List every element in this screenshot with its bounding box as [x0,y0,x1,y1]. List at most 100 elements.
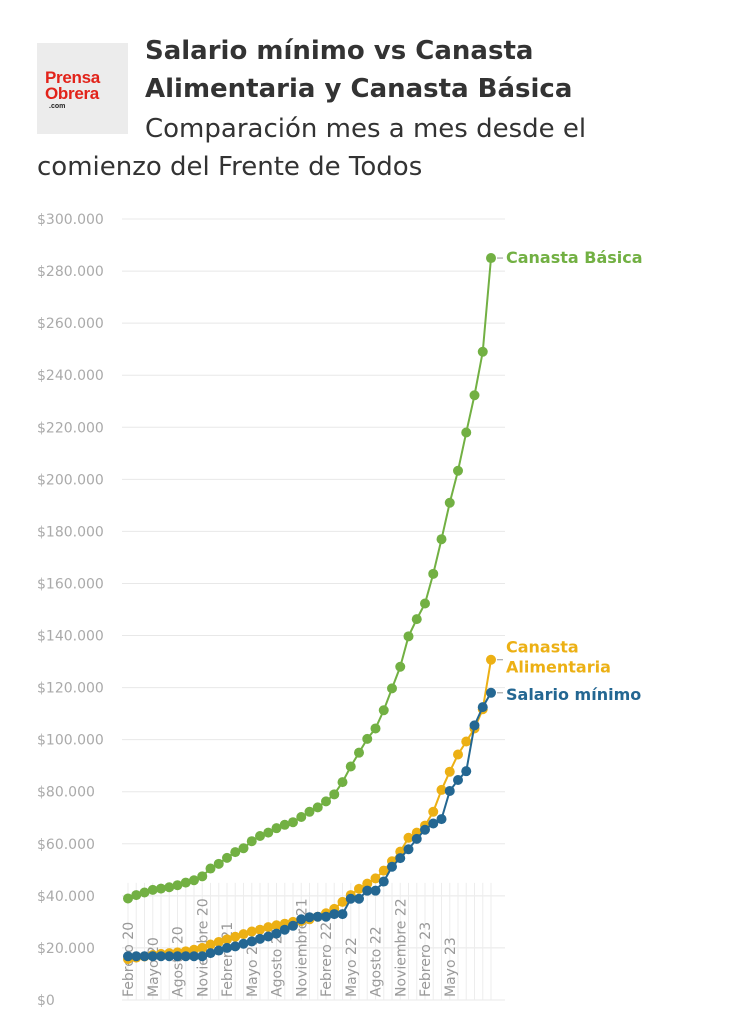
y-tick-label: $0 [37,993,55,1009]
x-tick-label: Mayo 23 [443,937,459,997]
data-point-salario-minimo [304,912,315,923]
y-tick-label: $60.000 [37,837,95,853]
data-point-canasta-basica [156,883,166,894]
data-point-canasta-basica [395,661,406,672]
data-point-canasta-basica [378,705,389,716]
data-point-salario-minimo [271,928,282,939]
x-tick-label: Febrero 22 [319,922,335,997]
data-point-canasta-basica [370,723,381,734]
data-point-salario-minimo [131,951,142,962]
data-point-salario-minimo [197,951,208,962]
data-point-canasta-basica [205,863,216,874]
series-label-canasta-basica: Canasta Básica [506,248,643,267]
data-point-canasta-basica [238,843,249,854]
data-point-canasta-basica [420,598,430,609]
data-point-canasta-basica [197,871,208,882]
x-tick-label: Febrero 23 [418,922,434,997]
y-tick-label: $80.000 [37,785,95,801]
data-point-salario-minimo [279,924,290,935]
data-point-canasta-alimentaria [354,883,364,894]
data-point-canasta-basica [279,819,290,830]
data-point-canasta-basica [461,427,472,438]
data-point-salario-minimo [222,942,232,953]
data-point-canasta-basica [213,858,224,869]
data-point-canasta-alimentaria [222,934,232,945]
chart-title: Salario mínimo vs Canasta Alimentaria y … [145,36,573,104]
data-point-salario-minimo [403,844,414,855]
data-point-salario-minimo [461,766,472,777]
y-tick-label: $160.000 [37,576,104,592]
data-point-canasta-basica [337,777,348,788]
data-point-canasta-alimentaria [238,929,249,940]
data-point-salario-minimo [213,945,224,956]
data-point-canasta-alimentaria [428,806,439,817]
series-label-salario-minimo: Salario mínimo [506,685,641,704]
data-point-canasta-basica [230,847,241,858]
data-point-canasta-basica [288,817,298,828]
data-point-canasta-basica [444,497,455,508]
data-point-salario-minimo [189,951,199,962]
data-point-canasta-basica [180,877,191,888]
data-point-salario-minimo [370,885,381,896]
data-point-canasta-basica [329,789,340,800]
data-point-salario-minimo [312,911,323,922]
data-point-canasta-basica [222,852,232,863]
data-point-salario-minimo [139,951,150,962]
data-point-canasta-alimentaria [444,766,455,777]
data-point-canasta-alimentaria [486,654,496,665]
data-point-salario-minimo [172,951,183,962]
x-gridlines [127,882,492,1000]
data-point-canasta-alimentaria [436,784,447,795]
data-point-salario-minimo [428,818,439,829]
data-point-canasta-alimentaria [205,939,216,950]
data-point-canasta-alimentaria [246,926,257,937]
data-point-salario-minimo [387,861,397,872]
data-point-canasta-basica [403,631,414,642]
y-tick-label: $120.000 [37,681,104,697]
y-tick-label: $40.000 [37,889,95,905]
data-point-canasta-alimentaria [230,931,241,942]
data-point-canasta-alimentaria [271,920,282,931]
data-point-canasta-basica [147,884,158,895]
data-point-canasta-basica [387,683,397,694]
data-point-canasta-alimentaria [453,749,463,760]
data-point-salario-minimo [123,951,133,962]
data-point-canasta-alimentaria [461,736,472,747]
data-point-canasta-basica [139,887,150,898]
data-point-canasta-alimentaria [362,878,373,889]
data-point-canasta-alimentaria [213,936,224,947]
data-point-salario-minimo [246,936,257,947]
y-axis-ticks: $0 $20.000 $40.000 $60.000 $80.000 $100.000 $1… [37,212,104,1009]
data-point-salario-minimo [321,911,331,922]
data-point-canasta-alimentaria [255,924,265,935]
data-point-salario-minimo [288,920,298,931]
data-point-salario-minimo [354,893,364,904]
x-tick-label: Mayo 21 [245,937,261,997]
data-point-canasta-basica [362,733,373,744]
data-point-canasta-basica [469,390,480,401]
data-point-salario-minimo [436,814,447,825]
data-point-salario-minimo [147,951,158,962]
x-tick-label: Agosto 22 [369,926,385,997]
data-point-canasta-alimentaria [403,832,414,843]
data-point-canasta-basica [189,875,199,886]
data-point-canasta-basica [428,568,439,579]
data-point-salario-minimo [477,702,488,713]
data-point-canasta-basica [436,534,447,545]
data-point-canasta-basica [123,893,133,904]
data-point-canasta-alimentaria [197,942,208,953]
data-point-canasta-basica [312,802,323,813]
y-tick-label: $180.000 [37,524,104,540]
data-point-salario-minimo [345,893,356,904]
data-point-salario-minimo [444,785,455,796]
series-label-canasta-alimentaria: Alimentaria [506,658,611,677]
y-tick-label: $200.000 [37,472,104,488]
y-tick-label: $260.000 [37,316,104,332]
y-tick-label: $280.000 [37,264,104,280]
data-point-canasta-basica [411,614,422,625]
data-point-salario-minimo [378,876,389,887]
data-point-canasta-basica [172,880,183,891]
data-point-salario-minimo [296,914,307,925]
